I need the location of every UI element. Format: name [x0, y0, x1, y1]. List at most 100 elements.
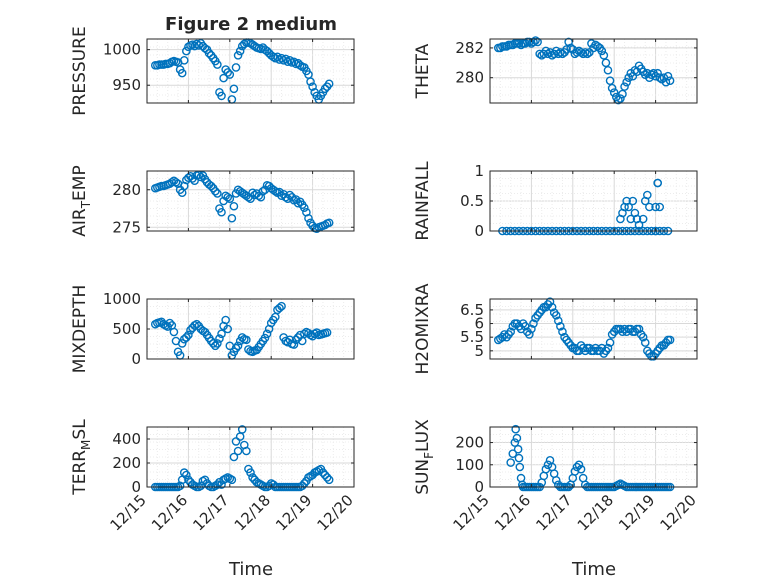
data-point	[283, 57, 293, 67]
grid	[146, 427, 355, 488]
data-point	[306, 77, 315, 86]
data-point	[576, 464, 586, 474]
figure-title: Figure 2 medium	[165, 14, 337, 35]
data-point	[599, 51, 609, 60]
y-axis-label: H2OMIXRA	[413, 283, 433, 374]
data-point	[647, 70, 656, 80]
data-point	[177, 339, 187, 348]
data-point	[229, 84, 239, 94]
data-point	[200, 43, 210, 53]
data-point	[655, 202, 665, 212]
data-point	[607, 83, 617, 93]
data-point	[188, 40, 197, 49]
grid	[489, 427, 698, 488]
subplot-3: 275 280 AIRTEMP	[70, 165, 355, 237]
x-tick-label: 12/17	[189, 491, 232, 534]
y-tick-label: 5	[474, 342, 484, 360]
data-point	[289, 340, 299, 349]
data-point	[324, 79, 334, 89]
y-axis-label: TERRMSL	[70, 419, 93, 496]
y-tick-label: 1000	[103, 41, 141, 59]
data-point	[271, 186, 280, 196]
data-point	[264, 481, 274, 491]
data-point	[279, 56, 288, 65]
y-tick-label: 400	[112, 430, 141, 448]
data-point	[242, 335, 251, 345]
data-point	[233, 446, 243, 456]
data-point	[605, 76, 615, 85]
series-markers	[150, 170, 334, 234]
data-point	[217, 207, 226, 217]
data-point	[169, 327, 179, 337]
data-point	[511, 424, 520, 434]
data-point	[182, 46, 191, 56]
data-point	[574, 460, 584, 470]
data-point	[529, 37, 538, 47]
data-point	[324, 475, 334, 485]
y-tick-label: 0	[131, 350, 141, 368]
data-point	[502, 42, 511, 51]
data-point	[643, 190, 652, 200]
x-tick-label: 12/19	[615, 491, 658, 534]
data-point	[171, 177, 181, 187]
data-point	[165, 318, 175, 328]
data-point	[558, 327, 567, 337]
data-point	[285, 335, 295, 345]
data-point	[554, 49, 563, 59]
data-point	[506, 327, 516, 337]
data-point	[308, 82, 317, 91]
data-point	[543, 49, 553, 59]
data-point	[515, 462, 525, 472]
data-point	[206, 181, 216, 191]
data-point	[616, 94, 625, 103]
data-point	[626, 214, 636, 224]
y-axis-label: AIRTEMP	[70, 165, 93, 236]
data-point	[514, 39, 524, 48]
data-point	[513, 444, 523, 454]
y-tick-label: 0	[474, 222, 484, 240]
y-tick-label: 6	[474, 315, 484, 333]
x-tick-label: 12/19	[272, 491, 315, 534]
data-point	[320, 220, 330, 230]
data-point	[277, 53, 286, 63]
subplot-4: 0 0.5 1 RAINFALL	[413, 161, 698, 241]
subplot-2: 280 282 THETA	[413, 36, 698, 105]
data-point	[506, 458, 516, 467]
data-point	[653, 178, 662, 188]
data-point	[554, 316, 563, 326]
data-point	[653, 68, 662, 78]
data-point	[572, 462, 582, 472]
data-point	[233, 51, 243, 60]
data-point	[618, 89, 627, 99]
y-tick-label: 500	[112, 320, 141, 338]
data-point	[213, 189, 222, 198]
y-tick-label: 280	[112, 181, 141, 199]
data-point	[260, 333, 270, 343]
data-point	[227, 213, 237, 223]
data-point	[300, 203, 309, 213]
data-point	[242, 446, 251, 456]
y-axis-label: MIXDEPTH	[70, 285, 90, 374]
data-point	[182, 470, 191, 480]
data-point	[229, 201, 239, 211]
data-point	[235, 46, 245, 56]
y-axis-label: PRESSURE	[70, 26, 90, 115]
y-tick-label: 0	[131, 478, 141, 496]
data-point	[322, 473, 332, 482]
data-point	[227, 475, 237, 485]
data-point	[239, 39, 249, 49]
x-tick-label: 12/20	[314, 491, 357, 534]
data-point	[525, 37, 534, 47]
data-point	[572, 48, 582, 57]
data-point	[190, 176, 199, 186]
data-point	[551, 476, 561, 485]
data-point	[246, 468, 255, 477]
data-point	[527, 324, 536, 334]
data-point	[271, 53, 280, 63]
data-point	[219, 73, 228, 83]
data-point	[496, 43, 505, 53]
data-point	[244, 345, 253, 354]
axes-box	[146, 426, 355, 488]
data-point	[566, 43, 576, 53]
